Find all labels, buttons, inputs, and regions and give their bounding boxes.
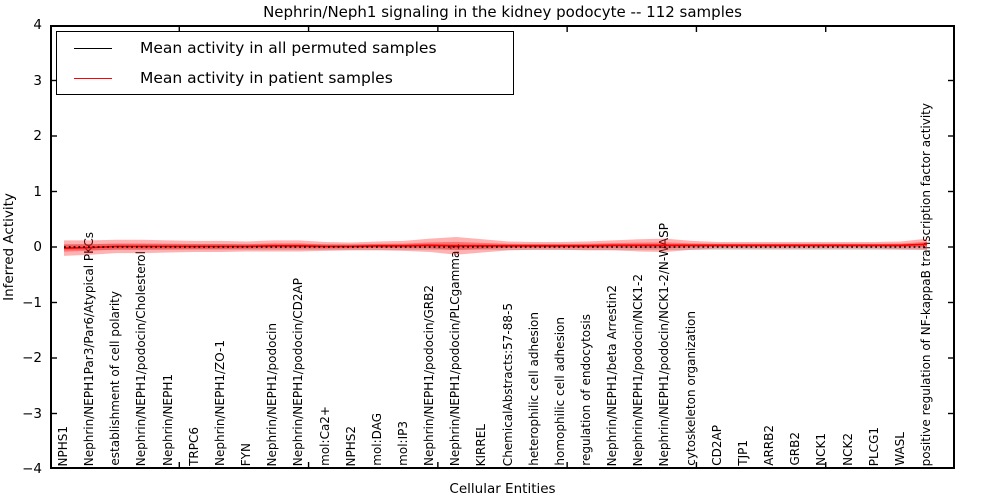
legend-label-permuted: Mean activity in all permuted samples: [140, 39, 437, 57]
y-tick-label: 1: [33, 183, 42, 200]
plot-svg: [50, 25, 955, 469]
plot-area: [50, 25, 955, 469]
y-tick-label: −2: [22, 350, 42, 366]
axes-frame: [50, 25, 955, 469]
y-axis-label: Inferred Activity: [1, 193, 17, 301]
legend-line-patient-icon: [74, 77, 112, 79]
legend-line-permuted-icon: [74, 47, 112, 49]
x-axis-label: Cellular Entities: [449, 481, 556, 497]
y-tick-label: −4: [22, 461, 42, 477]
legend-entry-patient: Mean activity in patient samples: [57, 63, 513, 93]
legend: Mean activity in all permuted samples Me…: [56, 31, 514, 95]
y-tick-label: 4: [33, 17, 42, 33]
y-tick-label: −1: [22, 294, 42, 311]
y-tick-label: 2: [33, 128, 42, 144]
legend-label-patient: Mean activity in patient samples: [140, 69, 393, 87]
y-tick-label: 0: [33, 239, 42, 255]
y-tick-label: 3: [33, 72, 42, 89]
chart-title: Nephrin/Neph1 signaling in the kidney po…: [263, 3, 742, 21]
y-tick-label: −3: [22, 405, 42, 422]
patient-mean-line: [63, 243, 928, 249]
legend-entry-permuted: Mean activity in all permuted samples: [57, 33, 513, 63]
